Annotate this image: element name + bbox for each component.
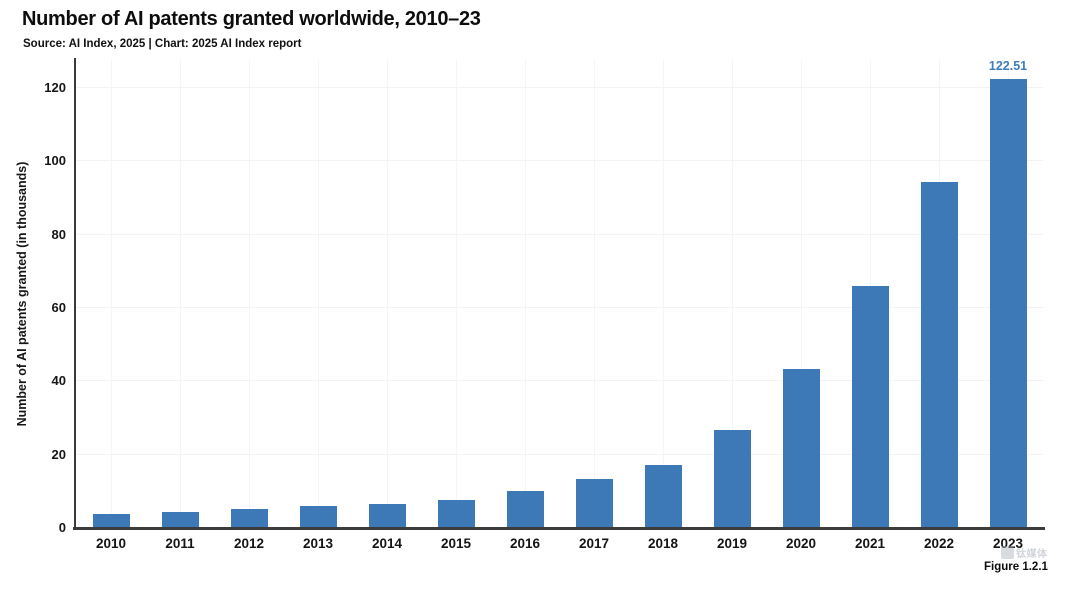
gridline-x-2013	[318, 60, 319, 528]
watermark-logo-icon	[1001, 546, 1014, 559]
y-tick-label-0: 0	[58, 520, 66, 535]
bar-2020	[782, 369, 820, 528]
bar-2018	[644, 464, 682, 528]
bar-2021	[851, 286, 889, 528]
y-tick-label-20: 20	[51, 446, 66, 462]
bar-2012	[230, 509, 268, 528]
gridline-x-2020	[801, 60, 802, 528]
bar-2015	[437, 500, 475, 528]
bar-value-label-2023: 122.51	[988, 58, 1028, 73]
gridline-x-2010	[111, 60, 112, 528]
bar-2017	[575, 479, 613, 528]
gridline-y-80	[75, 233, 1043, 235]
y-axis-title: Number of AI patents granted (in thousan…	[15, 161, 29, 427]
bar-2022	[920, 181, 958, 528]
y-tick-label-80: 80	[51, 226, 66, 242]
gridline-y-20	[75, 453, 1043, 455]
gridline-x-2017	[594, 60, 595, 528]
gridline-x-2014	[387, 60, 388, 528]
y-tick-label-60: 60	[51, 300, 66, 315]
gridline-y-100	[75, 160, 1043, 162]
y-axis-line	[74, 58, 76, 530]
x-tick-label-2015: 2015	[440, 536, 472, 551]
bar-2011	[161, 511, 199, 528]
gridline-y-60	[75, 307, 1043, 308]
bar-2013	[299, 506, 337, 528]
figure-number-label: Figure 1.2.1	[984, 561, 1048, 573]
y-tick-label-100: 100	[44, 153, 66, 169]
x-tick-label-2018: 2018	[647, 536, 679, 551]
bar-2016	[506, 491, 544, 528]
gridline-x-2015	[456, 60, 457, 528]
x-tick-label-2016: 2016	[509, 536, 541, 551]
watermark: 钛媒体	[1001, 545, 1048, 560]
bar-2010	[92, 514, 130, 528]
chart-source-note: Source: AI Index, 2025 | Chart: 2025 AI …	[23, 38, 302, 50]
bar-2014	[368, 503, 406, 528]
x-tick-label-2013: 2013	[302, 536, 334, 551]
gridline-x-2012	[249, 60, 250, 528]
x-axis-line	[73, 527, 1045, 530]
x-tick-label-2010: 2010	[95, 536, 127, 551]
chart-title: Number of AI patents granted worldwide, …	[22, 8, 481, 30]
y-tick-label-120: 120	[44, 80, 66, 95]
plot-area	[75, 60, 1043, 528]
gridline-x-2018	[663, 60, 664, 528]
gridline-x-2011	[180, 60, 181, 528]
bar-2019	[713, 430, 751, 528]
x-tick-label-2023: 2023	[992, 536, 1024, 551]
gridline-y-40	[75, 380, 1043, 382]
x-tick-label-2022: 2022	[923, 536, 955, 551]
gridline-x-2016	[525, 60, 526, 528]
gridline-y-120	[75, 87, 1043, 88]
x-tick-label-2020: 2020	[785, 536, 817, 551]
x-tick-label-2019: 2019	[716, 536, 748, 551]
x-tick-label-2011: 2011	[165, 536, 195, 551]
gridline-x-2019	[732, 60, 733, 528]
x-tick-label-2014: 2014	[371, 536, 403, 551]
x-tick-label-2012: 2012	[233, 536, 265, 551]
y-tick-label-40: 40	[51, 373, 66, 389]
bar-2023	[989, 78, 1027, 528]
x-tick-label-2021: 2021	[854, 536, 886, 551]
watermark-text: 钛媒体	[1016, 549, 1048, 560]
x-tick-label-2017: 2017	[578, 536, 610, 551]
